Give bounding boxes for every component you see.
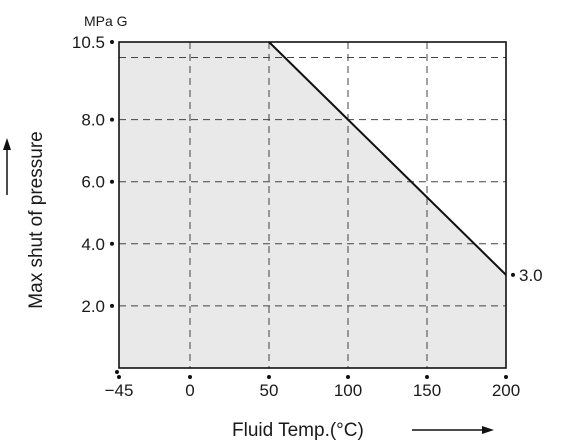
series-layer xyxy=(268,41,507,276)
y-axis-arrow-head xyxy=(3,138,11,150)
x-tick-mark xyxy=(117,375,121,379)
shaded-region xyxy=(119,42,506,368)
plot-frame xyxy=(118,41,507,369)
y-tick-label: 2.0 xyxy=(81,297,105,316)
y-tick-mark xyxy=(110,40,114,44)
y-axis-label: Max shut of pressure xyxy=(26,131,47,308)
y-axis-unit: MPa G xyxy=(84,13,128,29)
origin-mark xyxy=(115,370,119,374)
x-axis-ticks: −45 0 50 100 150 200 xyxy=(105,375,520,400)
x-tick-label: 50 xyxy=(260,381,279,400)
annotation-label: 3.0 xyxy=(519,266,543,285)
y-axis-label-group: Max shut of pressure xyxy=(3,131,47,309)
y-tick-mark xyxy=(110,117,114,122)
y-tick-mark xyxy=(110,179,114,184)
gridlines xyxy=(119,42,506,368)
x-tick-mark xyxy=(267,375,271,379)
x-tick-label: −45 xyxy=(105,381,134,400)
x-tick-label: 0 xyxy=(185,381,194,400)
x-tick-label: 150 xyxy=(413,381,441,400)
x-tick-label: 100 xyxy=(334,381,362,400)
y-tick-label: 10.5 xyxy=(72,33,105,52)
y-tick-mark xyxy=(110,241,114,246)
plot-region xyxy=(119,42,506,368)
annotations: 3.0 xyxy=(511,266,543,285)
annotation-mark xyxy=(511,272,515,277)
x-axis-label-group: Fluid Temp.(°C) xyxy=(232,420,494,441)
x-axis-arrow-head xyxy=(482,426,494,434)
x-tick-mark xyxy=(504,375,508,379)
x-tick-mark xyxy=(188,375,192,379)
x-tick-mark xyxy=(346,375,350,379)
x-tick-mark xyxy=(425,375,429,379)
y-tick-label: 6.0 xyxy=(81,173,105,192)
x-tick-label: 200 xyxy=(492,381,520,400)
y-tick-label: 4.0 xyxy=(81,235,105,254)
y-tick-mark xyxy=(110,303,114,308)
x-axis-label: Fluid Temp.(°C) xyxy=(232,420,364,441)
y-tick-label: 8.0 xyxy=(81,111,105,130)
y-axis-ticks: 2.0 4.0 6.0 8.0 10.5 xyxy=(72,33,119,374)
series-line xyxy=(268,41,507,276)
